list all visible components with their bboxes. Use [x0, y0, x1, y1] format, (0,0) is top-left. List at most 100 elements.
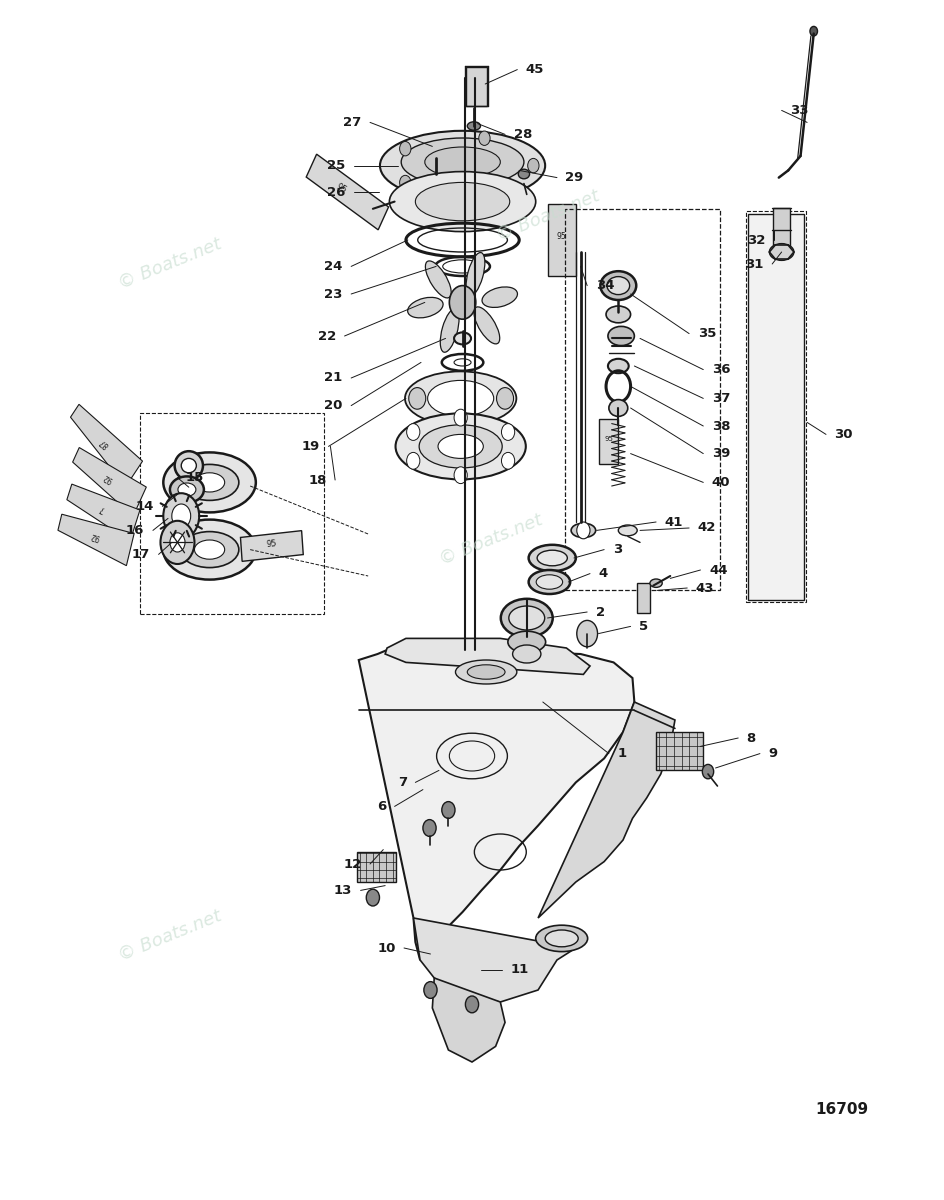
Circle shape [577, 522, 590, 539]
Ellipse shape [180, 464, 239, 500]
Text: 15: 15 [186, 472, 204, 484]
Circle shape [170, 533, 185, 552]
Circle shape [172, 504, 191, 528]
Text: 1: 1 [617, 748, 627, 760]
Ellipse shape [163, 452, 256, 512]
Polygon shape [241, 530, 303, 562]
Text: 42: 42 [698, 522, 716, 534]
Ellipse shape [608, 326, 634, 346]
Circle shape [160, 521, 194, 564]
Ellipse shape [513, 646, 541, 662]
Ellipse shape [194, 540, 225, 559]
Polygon shape [71, 404, 143, 487]
Ellipse shape [609, 400, 628, 416]
Ellipse shape [474, 307, 499, 344]
Circle shape [449, 286, 476, 319]
Ellipse shape [379, 131, 546, 200]
Polygon shape [73, 448, 146, 516]
Circle shape [409, 388, 426, 409]
Circle shape [528, 158, 539, 173]
Text: 20: 20 [325, 400, 343, 412]
Polygon shape [432, 978, 505, 1062]
Ellipse shape [408, 298, 443, 318]
Circle shape [424, 982, 437, 998]
Text: 87: 87 [98, 436, 111, 449]
Text: 25: 25 [328, 160, 346, 172]
Ellipse shape [426, 260, 451, 298]
Ellipse shape [529, 570, 570, 594]
Ellipse shape [546, 930, 578, 947]
Text: 4: 4 [598, 568, 608, 580]
Ellipse shape [482, 287, 517, 307]
Text: 8: 8 [747, 732, 756, 744]
Text: 95: 95 [266, 539, 278, 548]
Circle shape [366, 889, 379, 906]
Text: 18: 18 [309, 474, 327, 486]
Ellipse shape [607, 276, 630, 294]
Bar [357, 852, 396, 882]
Ellipse shape [175, 451, 203, 480]
Polygon shape [58, 515, 134, 565]
Text: 36: 36 [712, 364, 731, 376]
Ellipse shape [467, 121, 480, 130]
Polygon shape [548, 204, 576, 276]
Circle shape [423, 820, 436, 836]
Text: 2: 2 [596, 606, 605, 618]
Polygon shape [306, 154, 389, 230]
Text: 40: 40 [712, 476, 731, 488]
Text: 7: 7 [98, 504, 106, 514]
Text: 32: 32 [748, 234, 766, 246]
Text: 21: 21 [325, 372, 343, 384]
Ellipse shape [600, 271, 636, 300]
Ellipse shape [509, 606, 545, 630]
Ellipse shape [537, 550, 567, 565]
Ellipse shape [769, 244, 794, 260]
Text: 43: 43 [696, 582, 715, 594]
Text: 33: 33 [790, 104, 809, 116]
Polygon shape [637, 582, 650, 612]
Ellipse shape [401, 138, 524, 186]
Text: 6: 6 [377, 800, 386, 812]
Ellipse shape [536, 575, 563, 589]
Circle shape [399, 142, 411, 156]
Text: 11: 11 [511, 964, 529, 976]
Text: 45: 45 [526, 64, 544, 76]
Ellipse shape [518, 169, 530, 179]
Ellipse shape [180, 532, 239, 568]
Text: © Boats.net: © Boats.net [437, 511, 545, 569]
Ellipse shape [389, 172, 536, 232]
Ellipse shape [571, 523, 596, 538]
Text: 95: 95 [557, 232, 566, 241]
Ellipse shape [178, 482, 196, 497]
Text: 41: 41 [665, 516, 683, 528]
Circle shape [497, 388, 514, 409]
Circle shape [810, 26, 818, 36]
Ellipse shape [405, 371, 516, 425]
Text: 9: 9 [768, 748, 778, 760]
Ellipse shape [466, 252, 485, 296]
Text: 24: 24 [325, 260, 343, 272]
Polygon shape [359, 646, 634, 960]
Ellipse shape [194, 473, 225, 492]
Circle shape [163, 493, 199, 539]
Polygon shape [385, 638, 590, 674]
Text: 35: 35 [698, 328, 716, 340]
Text: 44: 44 [709, 564, 728, 576]
Text: © Boats.net: © Boats.net [116, 907, 224, 965]
Bar [656, 732, 703, 770]
Ellipse shape [428, 380, 494, 416]
Ellipse shape [618, 526, 637, 535]
Polygon shape [538, 702, 675, 918]
Bar [140, 413, 324, 614]
Ellipse shape [606, 306, 631, 323]
Text: 95: 95 [604, 437, 614, 443]
Text: 28: 28 [514, 128, 531, 140]
Ellipse shape [438, 434, 483, 458]
Circle shape [501, 452, 514, 469]
Text: 17: 17 [132, 548, 150, 560]
Ellipse shape [501, 599, 553, 637]
Ellipse shape [456, 660, 517, 684]
Ellipse shape [535, 925, 587, 952]
Text: 95: 95 [335, 182, 348, 194]
Polygon shape [413, 918, 576, 1002]
